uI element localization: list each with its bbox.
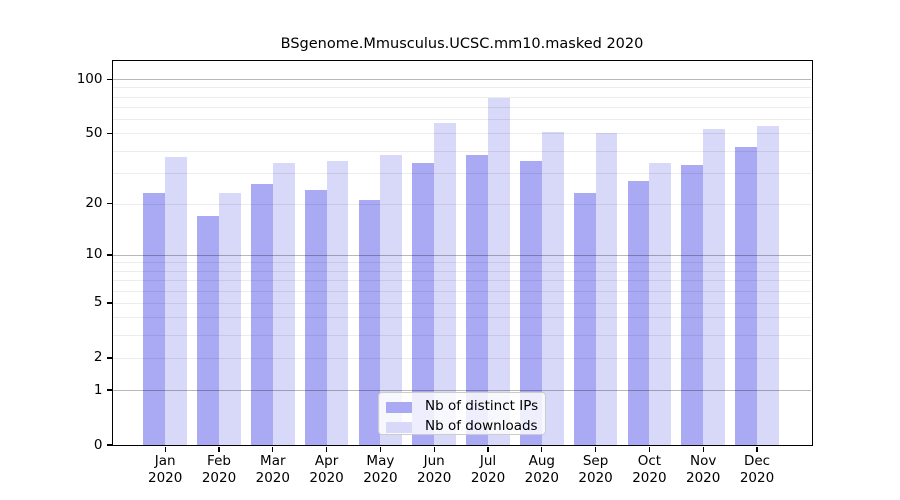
x-tick-mark [595,446,597,452]
bar-distinct-ips-jun [412,163,435,445]
legend-item-distinct-ips: Nb of distinct IPs [379,397,545,417]
grid-layer [113,61,811,445]
y-tick-mark [106,203,112,205]
legend: Nb of distinct IPs Nb of downloads [378,392,546,435]
gridline-minor [113,172,811,174]
gridline-minor [113,203,811,205]
bar-downloads-nov [703,128,725,445]
gridline-minor [113,357,811,359]
y-tick-mark [106,444,112,446]
x-tick-mark [756,446,758,452]
bar-downloads-jul [488,97,510,445]
y-tick-label: 50 [85,124,103,141]
x-tick-mark [702,446,704,452]
x-tick-mark [541,446,543,452]
gridline-minor [113,302,811,304]
bar-downloads-apr [326,160,349,445]
x-tick-label: Jun 2020 [417,453,452,486]
x-tick-label: Aug 2020 [524,453,559,486]
gridline-minor [113,96,811,98]
y-tick-label: 20 [85,195,103,212]
x-tick-label: Nov 2020 [686,453,721,486]
bar-distinct-ips-aug [520,160,542,445]
x-tick-mark [379,446,382,452]
x-tick-label: Dec 2020 [739,453,775,486]
y-tick-mark [106,132,112,135]
y-tick-mark [106,254,112,256]
gridline-minor [113,335,811,337]
y-tick-mark [106,302,112,304]
x-tick-mark [326,446,328,452]
bar-distinct-ips-oct [627,180,650,445]
bar-distinct-ips-sep [573,193,596,445]
y-tick-mark [106,357,112,359]
x-tick-mark [487,446,489,452]
chart-title: BSgenome.Mmusculus.UCSC.mm10.masked 2020 [280,36,644,52]
plot-frame [111,59,813,446]
bar-distinct-ips-nov [681,165,704,445]
bar-distinct-ips-apr [304,189,327,445]
gridline-major [113,254,811,256]
x-tick-label: Mar 2020 [255,453,290,486]
legend-label-downloads: Nb of downloads [425,418,538,434]
x-tick-label: Feb 2020 [201,453,237,486]
bar-downloads-dec [757,125,779,445]
gridline-minor [113,290,811,292]
bar-distinct-ips-dec [735,146,757,445]
x-tick-mark [272,446,274,452]
x-tick-label: Oct 2020 [632,453,667,486]
x-tick-mark [433,446,435,452]
x-tick-mark [218,446,220,452]
legend-swatch-downloads-icon [386,422,412,433]
x-tick-mark [164,446,166,452]
gridline-major [113,79,811,81]
bars-layer [113,61,811,445]
legend-label-distinct-ips: Nb of distinct IPs [425,398,539,414]
y-tick-label: 100 [76,70,103,87]
x-tick-label: Apr 2020 [309,453,344,486]
y-tick-mark [106,78,112,80]
gridline-minor [113,270,811,272]
y-tick-label: 10 [85,246,103,263]
bar-distinct-ips-jan [143,193,166,445]
gridline-minor [113,119,811,121]
y-tick-label: 1 [93,381,103,398]
bar-downloads-jun [434,123,456,445]
bar-downloads-oct [649,163,672,445]
bar-downloads-sep [595,133,618,445]
x-tick-label: Jan 2020 [148,453,183,486]
x-tick-mark [648,446,651,452]
bar-distinct-ips-feb [197,215,219,445]
gridline-minor [113,107,811,109]
legend-swatch-distinct-ips-icon [386,402,412,413]
x-tick-label: Sep 2020 [578,453,613,486]
bar-distinct-ips-may [358,199,381,445]
bar-downloads-mar [272,163,295,445]
gridline-minor [113,87,811,89]
bar-downloads-feb [219,193,241,445]
legend-item-downloads: Nb of downloads [379,417,545,437]
gridline-minor [113,133,811,135]
bar-distinct-ips-mar [251,183,273,445]
y-tick-label: 5 [93,294,103,311]
gridline-minor [113,280,811,282]
bar-downloads-may [380,154,403,445]
plot-area [113,61,811,445]
y-tick-label: 0 [93,436,103,453]
x-tick-label: Jul 2020 [470,453,506,486]
y-tick-label: 2 [93,349,103,366]
y-tick-mark [106,389,112,391]
x-tick-label: May 2020 [363,453,398,486]
gridline-minor [113,150,811,152]
gridline-major [113,390,811,392]
gridline-minor [113,317,811,319]
gridline-minor [113,262,811,264]
bar-downloads-aug [541,131,564,445]
bar-distinct-ips-jul [466,154,488,445]
bar-downloads-jan [165,156,187,445]
